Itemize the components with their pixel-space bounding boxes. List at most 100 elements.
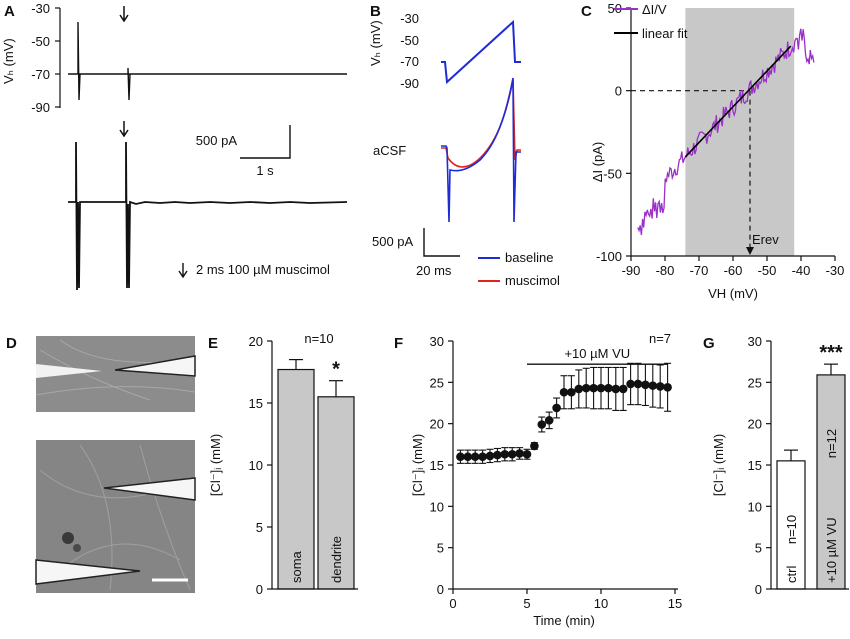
panel-d-pipette-lower-icon xyxy=(35,559,141,585)
panel-a: A -30 -50 -70 -90 Vₕ (mV) 500 pA 1 s 2 m… xyxy=(1,1,348,291)
panel-c-fit-range-shading xyxy=(685,8,795,256)
panel-a-ytick-label: -90 xyxy=(31,100,50,115)
panel-f-data-point xyxy=(552,403,561,413)
panel-f-ytick-label: 20 xyxy=(430,417,444,432)
panel-c-ytick-label: 0 xyxy=(615,84,622,99)
panel-b-vh-axis-title: Vₕ (mV) xyxy=(368,20,383,66)
panel-f-data-point xyxy=(559,387,569,397)
panel-g: G ctrl n=10 +10 µM VU n=12 *** 0 5 10 15 20 25 30 [… xyxy=(703,334,849,597)
panel-e-label: E xyxy=(208,335,218,352)
bar-n-label: n=10 xyxy=(784,515,799,544)
panel-f-data-point xyxy=(641,380,650,390)
panel-b-baseline-trace xyxy=(441,77,521,223)
panel-a-stim-arrow-bottom xyxy=(119,121,129,138)
panel-e-y-axis-title: [Cl⁻]ᵢ (mM) xyxy=(208,434,223,496)
panel-f-data-point xyxy=(596,383,606,393)
panel-a-ytick-label: -70 xyxy=(31,67,50,82)
ytick-label: 0 xyxy=(256,582,263,597)
panel-c-ytick-label: -100 xyxy=(596,249,622,264)
panel-c-xtick-label: -80 xyxy=(656,263,675,278)
panel-f-data-point xyxy=(500,449,510,459)
bar-n-label: n=12 xyxy=(824,429,839,458)
panel-d: D xyxy=(6,335,196,593)
panel-c-di-v-trace xyxy=(637,28,815,236)
panel-a-y-axis-title: Vₕ (mV) xyxy=(1,38,16,84)
panel-f-plot: 0 5 10 15 20 25 30 0 5 10 15 xyxy=(430,334,683,611)
panel-c-xtick-label: -50 xyxy=(758,263,777,278)
panel-f-data-point xyxy=(581,383,591,393)
panel-f-y-axis-title: [Cl⁻]ᵢ (mM) xyxy=(410,434,425,496)
panel-f-ytick-label: 0 xyxy=(437,582,444,597)
panel-d-pipette-left-icon xyxy=(36,364,102,378)
ytick-label: 20 xyxy=(748,417,762,432)
panel-f-treatment-label: +10 µM VU xyxy=(564,346,630,361)
bar-category-label: ctrl xyxy=(784,566,799,583)
ytick-label: 0 xyxy=(755,582,762,597)
panel-f-data-point xyxy=(589,383,598,393)
panel-f-data-point xyxy=(456,452,465,462)
panel-c-legend-label-fit: linear fit xyxy=(642,26,688,41)
panel-c-y-axis-title: ΔI (pA) xyxy=(590,142,605,182)
panel-d-label: D xyxy=(6,335,17,352)
panel-f-data-point xyxy=(485,451,495,461)
panel-c-xtick-label: -60 xyxy=(724,263,743,278)
panel-b: B Vₕ (mV) -30 -50 -70 -90 aCSF 500 pA 20… xyxy=(368,3,560,288)
panel-a-ytick-label: -30 xyxy=(31,1,50,16)
panel-c-x-axis-title: VH (mV) xyxy=(708,286,758,301)
panel-a-scalebar-current-label: 500 pA xyxy=(196,133,238,148)
panel-b-label: B xyxy=(370,3,381,20)
panel-f-data-point xyxy=(530,441,539,451)
panel-f-ytick-label: 25 xyxy=(430,375,444,390)
panel-f-n-label: n=7 xyxy=(649,331,671,346)
panel-d-micrograph-bottom-texture xyxy=(39,444,191,591)
panel-d-cell-soma-icon xyxy=(62,532,74,544)
panel-c-label: C xyxy=(581,3,592,20)
panel-d-pipette-upper-icon xyxy=(103,477,196,501)
ytick-label: 10 xyxy=(748,499,762,514)
panel-f-xtick-label: 0 xyxy=(449,596,456,611)
panel-g-label: G xyxy=(703,335,715,352)
bar-category-label: +10 µM VU xyxy=(824,517,839,583)
bar-category-label: soma xyxy=(289,550,304,583)
panel-f-data-point xyxy=(493,450,502,460)
ytick-label: 10 xyxy=(249,458,263,473)
panel-f-ytick-label: 10 xyxy=(430,499,444,514)
panel-b-ytick-label: -70 xyxy=(400,54,419,69)
panel-f-data-point xyxy=(655,382,665,391)
panel-f-xtick-label: 15 xyxy=(668,596,682,611)
panel-b-scalebar-current-label: 500 pA xyxy=(372,234,414,249)
panel-e-n-label: n=10 xyxy=(304,331,333,346)
ytick-label: 20 xyxy=(249,334,263,349)
panel-b-scalebar xyxy=(423,228,460,257)
panel-b-voltage-ramp xyxy=(441,19,521,85)
panel-f-data-point xyxy=(618,384,628,394)
ytick-label: 5 xyxy=(755,541,762,556)
panel-f-data-point xyxy=(544,416,554,425)
panel-f-data-point xyxy=(470,452,480,462)
panel-f-data-point xyxy=(515,449,524,458)
panel-a-stim-arrow-top xyxy=(119,6,129,23)
panel-b-ytick-label: -30 xyxy=(400,11,419,26)
panel-b-legend-label-baseline: baseline xyxy=(505,250,553,265)
panel-f-data-point xyxy=(626,379,635,389)
panel-a-current-trace xyxy=(68,141,348,291)
significance-marker: * xyxy=(332,359,340,381)
ytick-label: 15 xyxy=(249,396,263,411)
panel-f-data-point xyxy=(574,384,584,394)
ytick-label: 15 xyxy=(748,458,762,473)
panel-b-scalebar-time-label: 20 ms xyxy=(416,263,452,278)
panel-c-ytick-label: -50 xyxy=(603,166,622,181)
panel-f: F 0 5 10 15 20 25 30 0 5 10 15 [Cl⁻]ᵢ (mM) Time (m… xyxy=(394,331,682,628)
panel-a-stim-legend-arrow xyxy=(178,263,188,279)
panel-f-data-point xyxy=(507,449,517,459)
panel-a-voltage-trace xyxy=(68,21,347,101)
panel-a-label: A xyxy=(4,3,15,20)
panel-e: E soma dendrite * 0 5 10 15 20 [Cl⁻]ᵢ (mM) n=10 xyxy=(208,331,358,597)
panel-f-xtick-label: 10 xyxy=(594,596,608,611)
panel-c-xtick-label: -90 xyxy=(622,263,641,278)
panel-d-cell-fragment-icon xyxy=(73,544,81,552)
panel-f-data-point xyxy=(567,387,576,397)
panel-f-data-point xyxy=(522,449,532,459)
panel-c-xtick-label: -30 xyxy=(826,263,845,278)
